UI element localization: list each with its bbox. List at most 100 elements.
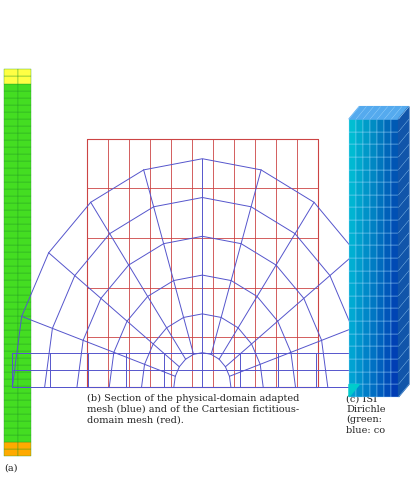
Bar xyxy=(18,217,31,224)
Bar xyxy=(385,195,392,207)
Bar xyxy=(370,283,377,296)
Bar xyxy=(349,220,356,233)
Bar xyxy=(4,119,18,125)
Bar xyxy=(18,379,31,386)
Bar xyxy=(385,359,392,372)
Bar xyxy=(356,346,363,359)
Bar xyxy=(363,321,370,334)
Bar xyxy=(18,147,31,154)
Bar xyxy=(4,379,18,386)
Bar xyxy=(4,175,18,182)
Bar xyxy=(392,346,399,359)
Text: (c) ISI
Dirichle
(green:
blue: co: (c) ISI Dirichle (green: blue: co xyxy=(346,394,386,434)
Bar xyxy=(363,246,370,258)
Bar xyxy=(356,283,363,296)
Bar xyxy=(356,246,363,258)
Bar xyxy=(18,246,31,252)
Text: (b) Section of the physical-domain adapted
mesh (blue) and of the Cartesian fict: (b) Section of the physical-domain adapt… xyxy=(87,394,299,424)
Bar xyxy=(363,157,370,170)
Bar xyxy=(349,372,356,384)
Bar xyxy=(392,321,399,334)
Bar xyxy=(18,133,31,140)
Bar xyxy=(18,140,31,147)
Bar xyxy=(370,258,377,270)
Bar xyxy=(349,195,356,207)
Bar xyxy=(377,372,385,384)
Bar xyxy=(377,258,385,270)
Bar xyxy=(377,144,385,157)
Bar xyxy=(18,154,31,161)
Bar xyxy=(356,233,363,246)
Bar xyxy=(385,270,392,283)
Bar xyxy=(18,428,31,435)
Bar xyxy=(363,220,370,233)
Bar xyxy=(349,296,356,309)
Bar xyxy=(356,258,363,270)
Bar xyxy=(377,359,385,372)
Bar xyxy=(18,189,31,196)
Bar xyxy=(363,119,370,131)
Bar xyxy=(370,195,377,207)
Bar xyxy=(18,259,31,266)
Bar xyxy=(385,384,392,397)
Bar xyxy=(18,295,31,302)
Bar xyxy=(363,372,370,384)
Bar xyxy=(363,182,370,195)
Bar xyxy=(377,119,385,131)
Bar xyxy=(4,105,18,112)
Bar xyxy=(18,344,31,351)
Bar xyxy=(392,233,399,246)
Bar xyxy=(377,157,385,170)
Bar xyxy=(370,334,377,346)
Bar xyxy=(18,238,31,246)
Bar xyxy=(356,359,363,372)
Bar xyxy=(356,296,363,309)
Bar xyxy=(18,91,31,98)
Bar xyxy=(18,421,31,428)
Bar xyxy=(4,428,18,435)
Bar xyxy=(4,330,18,337)
Bar xyxy=(385,207,392,220)
Bar xyxy=(18,414,31,421)
Bar xyxy=(4,83,18,91)
Bar xyxy=(349,170,356,182)
Bar xyxy=(4,168,18,175)
Bar xyxy=(349,359,356,372)
Bar xyxy=(4,246,18,252)
Bar xyxy=(87,139,318,387)
Bar xyxy=(356,157,363,170)
Bar xyxy=(349,233,356,246)
Polygon shape xyxy=(349,107,409,119)
Bar xyxy=(18,182,31,189)
Bar xyxy=(349,131,356,144)
Bar xyxy=(370,246,377,258)
Bar xyxy=(392,157,399,170)
Bar xyxy=(385,309,392,321)
Bar xyxy=(18,449,31,456)
Bar xyxy=(392,170,399,182)
Bar xyxy=(363,384,370,397)
Bar xyxy=(18,161,31,168)
Bar xyxy=(385,233,392,246)
Bar xyxy=(356,334,363,346)
Bar xyxy=(392,119,399,131)
Bar xyxy=(18,210,31,217)
Bar xyxy=(385,346,392,359)
Bar xyxy=(18,273,31,280)
Bar xyxy=(356,207,363,220)
Bar xyxy=(4,302,18,309)
Bar xyxy=(349,157,356,170)
Bar xyxy=(363,131,370,144)
Bar xyxy=(349,246,356,258)
Bar xyxy=(18,266,31,273)
Bar xyxy=(349,334,356,346)
Bar xyxy=(349,346,356,359)
Bar xyxy=(385,157,392,170)
Bar xyxy=(4,140,18,147)
Bar xyxy=(349,384,356,397)
Bar xyxy=(392,195,399,207)
Bar xyxy=(18,252,31,259)
Text: (a): (a) xyxy=(4,464,18,473)
Bar xyxy=(4,421,18,428)
Bar xyxy=(4,386,18,393)
